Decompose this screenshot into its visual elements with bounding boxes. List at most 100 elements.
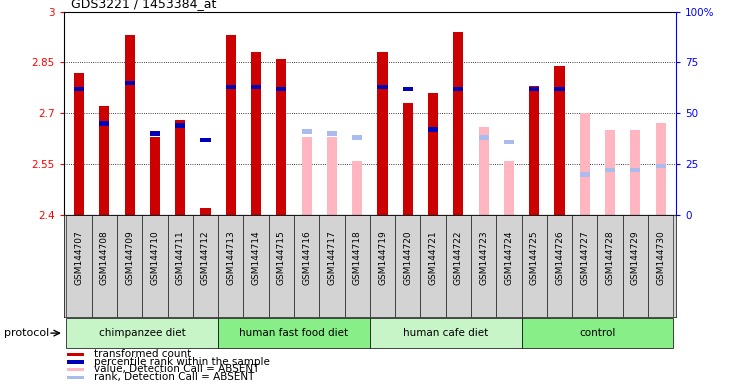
Bar bbox=[352, 136, 362, 140]
Bar bbox=[201, 208, 210, 215]
Bar bbox=[327, 131, 337, 136]
Bar bbox=[319, 215, 345, 317]
Bar bbox=[201, 137, 210, 142]
Text: transformed count: transformed count bbox=[95, 349, 192, 359]
Bar bbox=[529, 87, 539, 91]
Bar bbox=[428, 93, 438, 215]
Text: GSM144709: GSM144709 bbox=[125, 230, 134, 285]
Text: control: control bbox=[579, 328, 616, 338]
Bar bbox=[478, 136, 489, 140]
Bar bbox=[67, 368, 84, 371]
Bar bbox=[218, 215, 243, 317]
Text: GSM144707: GSM144707 bbox=[74, 230, 83, 285]
FancyBboxPatch shape bbox=[522, 318, 674, 348]
Text: GDS3221 / 1453384_at: GDS3221 / 1453384_at bbox=[71, 0, 217, 10]
Bar bbox=[125, 81, 134, 85]
Bar bbox=[67, 376, 84, 379]
Bar bbox=[99, 121, 110, 126]
Text: GSM144721: GSM144721 bbox=[429, 230, 438, 285]
Text: human cafe diet: human cafe diet bbox=[403, 328, 488, 338]
Bar bbox=[522, 215, 547, 317]
Bar bbox=[150, 131, 160, 136]
Bar bbox=[125, 35, 134, 215]
Bar bbox=[554, 87, 565, 91]
Text: percentile rank within the sample: percentile rank within the sample bbox=[95, 356, 270, 367]
Text: GSM144716: GSM144716 bbox=[302, 230, 311, 285]
Bar bbox=[226, 35, 236, 215]
Bar bbox=[327, 137, 337, 215]
Bar bbox=[67, 353, 84, 356]
Bar bbox=[605, 130, 615, 215]
Bar bbox=[378, 84, 388, 89]
Bar bbox=[529, 86, 539, 215]
Bar bbox=[504, 139, 514, 144]
Bar bbox=[630, 130, 641, 215]
Bar bbox=[580, 113, 590, 215]
Bar bbox=[99, 106, 110, 215]
Bar bbox=[598, 215, 623, 317]
Bar bbox=[276, 87, 286, 91]
Bar bbox=[345, 215, 369, 317]
Bar bbox=[547, 215, 572, 317]
Text: GSM144719: GSM144719 bbox=[378, 230, 387, 285]
Bar bbox=[403, 87, 413, 91]
Text: GSM144729: GSM144729 bbox=[631, 230, 640, 285]
Bar bbox=[66, 215, 92, 317]
Text: GSM144720: GSM144720 bbox=[403, 230, 412, 285]
Bar bbox=[117, 215, 142, 317]
Bar bbox=[150, 137, 160, 215]
Bar bbox=[496, 215, 522, 317]
Bar bbox=[504, 161, 514, 215]
Text: GSM144710: GSM144710 bbox=[150, 230, 159, 285]
Text: GSM144728: GSM144728 bbox=[605, 230, 614, 285]
Bar bbox=[74, 87, 84, 91]
Bar bbox=[428, 127, 438, 132]
Text: GSM144724: GSM144724 bbox=[505, 230, 514, 285]
Bar bbox=[623, 215, 648, 317]
Bar bbox=[251, 52, 261, 215]
Text: GSM144726: GSM144726 bbox=[555, 230, 564, 285]
Text: GSM144725: GSM144725 bbox=[529, 230, 538, 285]
Bar bbox=[251, 84, 261, 89]
Text: GSM144723: GSM144723 bbox=[479, 230, 488, 285]
Bar bbox=[554, 66, 565, 215]
Text: GSM144713: GSM144713 bbox=[226, 230, 235, 285]
Text: rank, Detection Call = ABSENT: rank, Detection Call = ABSENT bbox=[95, 372, 255, 382]
Text: GSM144711: GSM144711 bbox=[176, 230, 185, 285]
Text: GSM144727: GSM144727 bbox=[581, 230, 590, 285]
FancyBboxPatch shape bbox=[369, 318, 522, 348]
Bar bbox=[67, 361, 84, 364]
Bar bbox=[378, 52, 388, 215]
Text: GSM144730: GSM144730 bbox=[656, 230, 665, 285]
Bar bbox=[446, 215, 471, 317]
Bar bbox=[403, 103, 413, 215]
Bar bbox=[175, 123, 185, 128]
Bar bbox=[302, 137, 312, 215]
Bar bbox=[352, 161, 362, 215]
Bar bbox=[294, 215, 319, 317]
Bar bbox=[193, 215, 218, 317]
Bar bbox=[656, 164, 666, 169]
Text: GSM144715: GSM144715 bbox=[277, 230, 286, 285]
Bar bbox=[421, 215, 446, 317]
Bar bbox=[454, 32, 463, 215]
Text: human fast food diet: human fast food diet bbox=[240, 328, 348, 338]
Bar bbox=[572, 215, 598, 317]
Text: GSM144712: GSM144712 bbox=[201, 230, 210, 285]
Bar bbox=[226, 84, 236, 89]
FancyBboxPatch shape bbox=[218, 318, 369, 348]
Text: value, Detection Call = ABSENT: value, Detection Call = ABSENT bbox=[95, 364, 260, 374]
Bar bbox=[74, 73, 84, 215]
Bar bbox=[369, 215, 395, 317]
Bar bbox=[243, 215, 269, 317]
Bar bbox=[605, 168, 615, 172]
Text: GSM144714: GSM144714 bbox=[252, 230, 261, 285]
Bar bbox=[630, 168, 641, 172]
Text: protocol: protocol bbox=[4, 328, 49, 338]
Bar bbox=[92, 215, 117, 317]
Text: GSM144722: GSM144722 bbox=[454, 230, 463, 285]
Text: GSM144708: GSM144708 bbox=[100, 230, 109, 285]
Bar bbox=[269, 215, 294, 317]
Bar bbox=[454, 87, 463, 91]
Bar bbox=[656, 123, 666, 215]
